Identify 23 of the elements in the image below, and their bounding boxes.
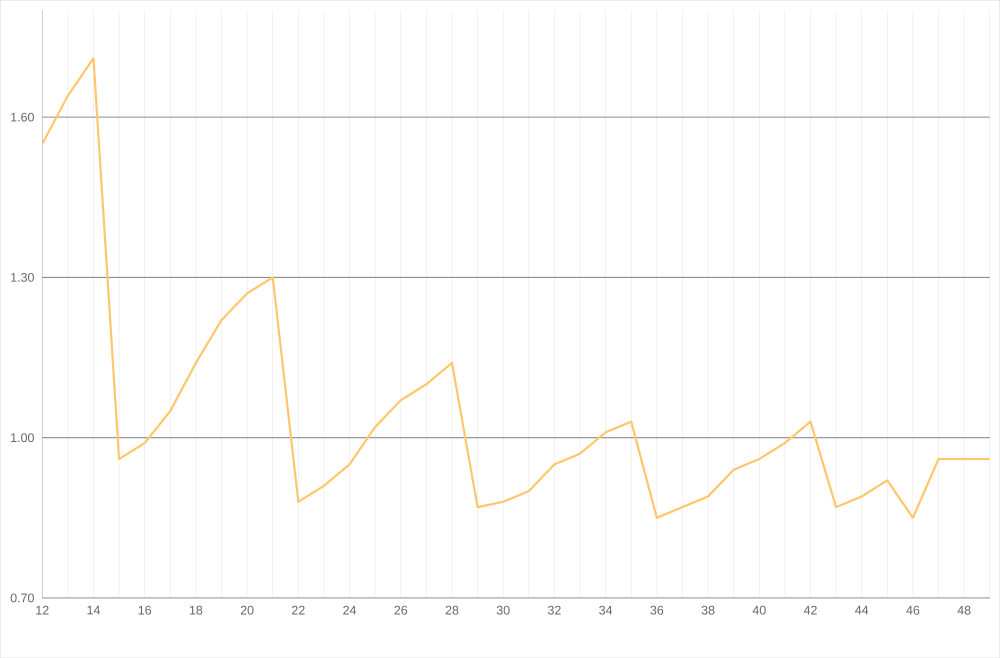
y-tick-label: 1.30 bbox=[11, 272, 34, 282]
x-tick-label: 36 bbox=[650, 606, 664, 615]
x-tick-label: 12 bbox=[36, 606, 49, 614]
x-tick-label: 40 bbox=[752, 606, 766, 615]
x-tick-label: 42 bbox=[804, 606, 817, 614]
y-tick-label: 1.00 bbox=[11, 433, 34, 442]
y-tick-label: 1.60 bbox=[11, 112, 34, 122]
x-tick-label: 16 bbox=[138, 606, 152, 615]
x-tick-label: 14 bbox=[88, 606, 100, 614]
x-tick-label: 46 bbox=[906, 606, 920, 615]
x-tick-label: 20 bbox=[240, 606, 254, 615]
x-tick-label: 32 bbox=[548, 606, 561, 615]
x-tick-label: 28 bbox=[446, 606, 458, 615]
x-tick-label: 34 bbox=[599, 606, 612, 615]
x-tick-label: 26 bbox=[394, 606, 408, 615]
x-tick-label: 22 bbox=[292, 606, 305, 614]
x-tick-label: 30 bbox=[496, 606, 510, 615]
x-tick-label: 44 bbox=[855, 606, 868, 614]
x-tick-label: 18 bbox=[190, 606, 202, 615]
x-tick-label: 24 bbox=[343, 606, 356, 614]
y-tick-label: 0.70 bbox=[10, 593, 34, 602]
x-tick-label: 48 bbox=[957, 606, 970, 615]
x-tick-label: 38 bbox=[702, 606, 714, 615]
